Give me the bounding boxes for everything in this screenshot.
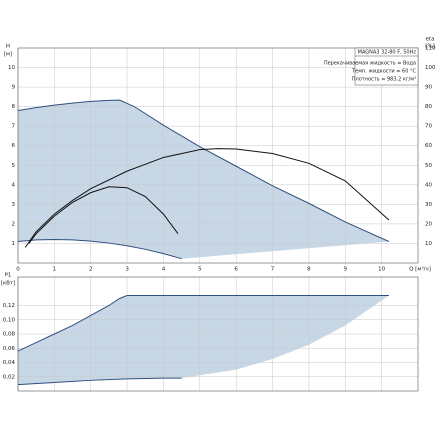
info-text: Темп. жидкости = 60 °C — [351, 69, 416, 75]
y-tick-label: 2 — [12, 221, 16, 227]
y2-axis-unit: [%] — [425, 44, 435, 50]
y2-tick-label: 100 — [425, 65, 436, 71]
y-tick-label: 0,06 — [3, 346, 16, 352]
x-tick-label: 3 — [125, 267, 129, 273]
x-tick-label: 5 — [198, 267, 202, 273]
y-tick-label: 0,10 — [3, 317, 16, 323]
y2-tick-label: 70 — [425, 124, 432, 130]
x-axis-label: Q [м³/ч] — [409, 266, 431, 273]
y-tick-label: 8 — [12, 104, 16, 110]
y2-tick-label: 50 — [425, 163, 432, 169]
curve — [17, 377, 182, 386]
curve — [17, 295, 389, 352]
y-axis-unit: [м] — [4, 52, 12, 58]
curve — [17, 239, 182, 260]
y2-tick-label: 80 — [425, 104, 432, 110]
x-tick-label: 9 — [344, 267, 348, 273]
info-text: MAGNA3 32-80 F, 50Hz — [358, 50, 417, 56]
y2-tick-label: 90 — [425, 85, 432, 91]
x-tick-label: 10 — [378, 267, 385, 273]
x-tick-label: 6 — [234, 267, 238, 273]
y2-tick-label: 30 — [425, 202, 432, 208]
operating-area — [18, 295, 389, 385]
y-tick-label: 0,08 — [3, 332, 16, 338]
x-tick-label: 8 — [307, 267, 311, 273]
curve — [28, 186, 179, 244]
y-tick-label: 10 — [8, 65, 15, 71]
plot-frame — [17, 276, 419, 392]
y2-tick-label: 20 — [425, 221, 432, 227]
x-tick-label: 0 — [16, 267, 20, 273]
y-tick-label: 6 — [12, 143, 16, 149]
y-tick-label: 4 — [12, 182, 16, 188]
y2-axis-label: eta — [426, 37, 435, 43]
y2-tick-label: 10 — [425, 241, 432, 247]
operating-area — [18, 100, 389, 259]
info-box — [354, 47, 419, 86]
info-text: Плотность = 983.2 кг/м³ — [352, 77, 416, 83]
y-axis-label: H — [6, 44, 10, 50]
y-axis-label: P1 — [5, 273, 12, 279]
y-tick-label: 0,12 — [3, 303, 15, 309]
y-tick-label: 9 — [12, 85, 16, 91]
curve — [24, 148, 390, 248]
y-tick-label: 0,04 — [3, 360, 16, 366]
y2-tick-label: 60 — [425, 143, 432, 149]
y-tick-label: 7 — [12, 124, 16, 130]
plot-frame — [17, 47, 419, 264]
x-tick-label: 4 — [162, 267, 166, 273]
y2-tick-label: 110 — [425, 46, 436, 52]
curve — [17, 99, 390, 242]
x-tick-label: 2 — [89, 267, 93, 273]
x-tick-label: 1 — [53, 267, 57, 273]
info-text: Перекачиваемая жидкость = Вода — [324, 61, 416, 67]
y2-tick-label: 40 — [425, 182, 432, 188]
y-tick-label: 5 — [12, 163, 16, 169]
x-tick-label: 7 — [271, 267, 275, 273]
y-tick-label: 1 — [12, 241, 16, 247]
y-tick-label: 0,02 — [3, 374, 15, 380]
y-tick-label: 3 — [12, 202, 16, 208]
y-axis-unit: [кВт] — [1, 281, 16, 287]
